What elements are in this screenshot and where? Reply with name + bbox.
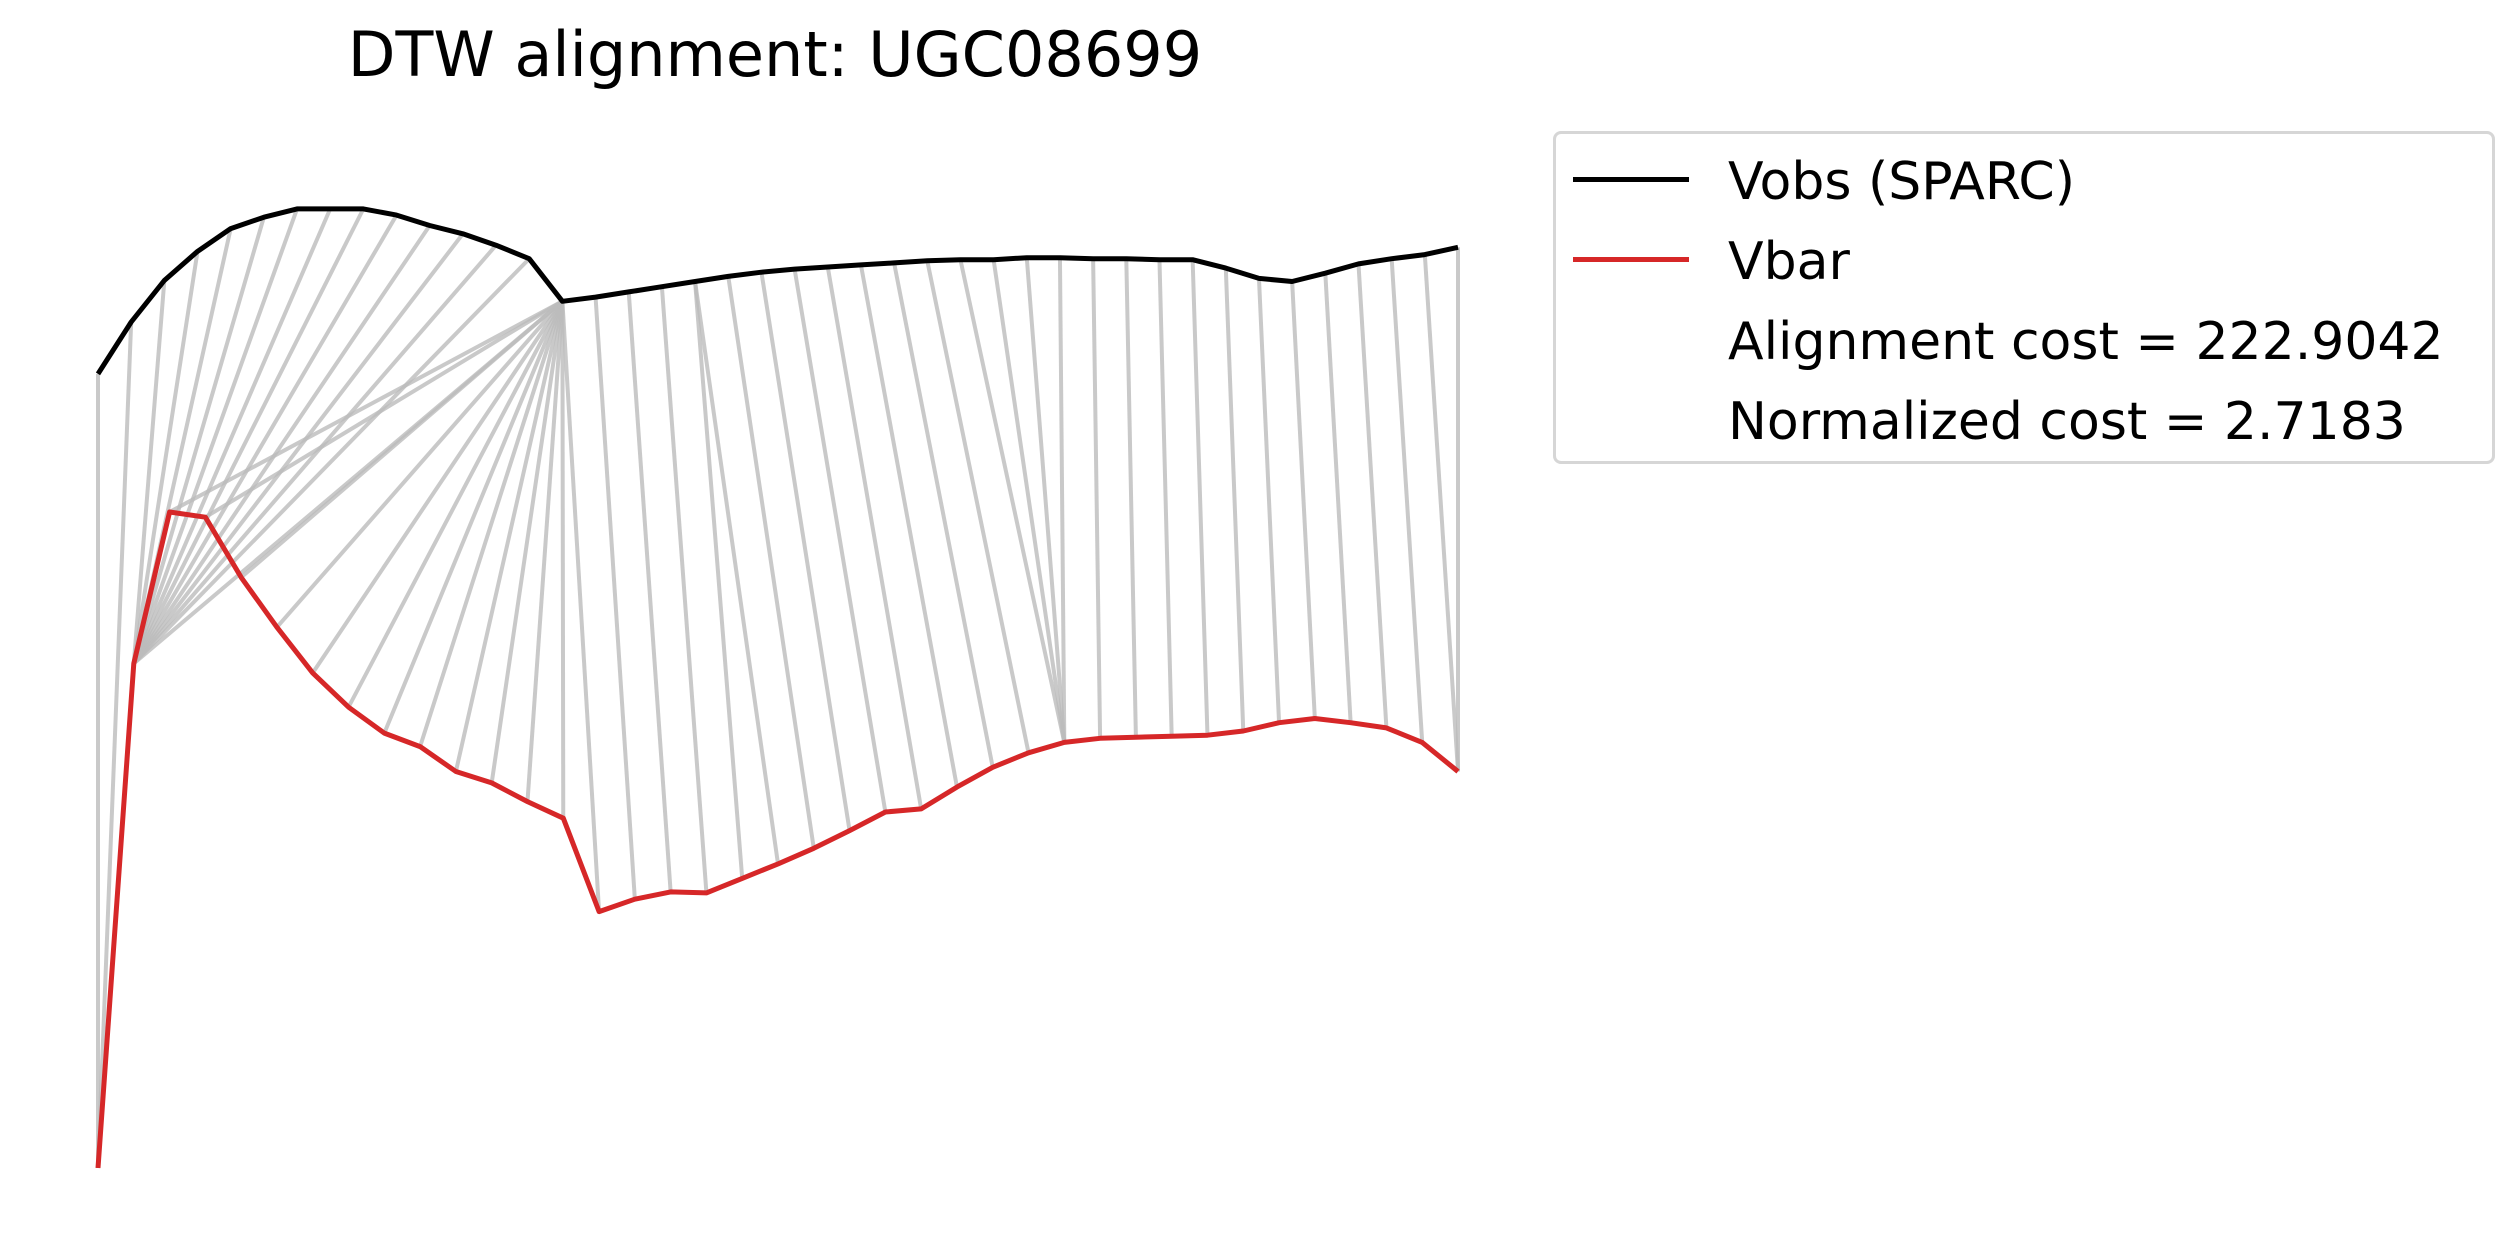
alignment-connector-7: [131, 208, 333, 665]
alignment-connector-25: [525, 301, 565, 802]
alignment-connector-13: [132, 257, 531, 665]
alignment-connector-28: [593, 296, 637, 900]
alignment-connector-43: [1057, 257, 1067, 743]
alignment-connector-12: [132, 243, 498, 665]
alignment-connector-33: [726, 276, 816, 849]
alignment-connector-18: [275, 299, 564, 629]
legend: Vobs (SPARC) Vbar Alignment cost = 222.9…: [1553, 131, 2495, 464]
legend-item-normalized-cost: Normalized cost = 2.7183: [1556, 384, 2492, 454]
chart-title: DTW alignment: UGC08699: [347, 18, 1203, 91]
legend-item-vbar: Vbar: [1556, 224, 2492, 294]
legend-label-vbar: Vbar: [1728, 232, 1850, 292]
alignment-connector-31: [693, 281, 745, 879]
alignment-connector-22: [418, 300, 565, 748]
alignment-connector-23: [453, 300, 565, 772]
alignment-connector-48: [1223, 267, 1246, 732]
alignment-connector-5: [131, 216, 266, 665]
alignment-connector-1: [96, 321, 134, 1169]
alignment-connector-39: [925, 260, 1031, 754]
alignment-connector-17: [239, 299, 564, 579]
alignment-connector-16: [204, 299, 564, 519]
alignment-connector-44: [1091, 258, 1103, 739]
alignment-connector-20: [346, 300, 565, 709]
alignment-connector-36: [825, 266, 924, 810]
alignment-connector-54: [1422, 254, 1460, 772]
alignment-connector-51: [1323, 273, 1353, 723]
legend-item-vobs: Vobs (SPARC): [1556, 144, 2492, 214]
alignment-connector-52: [1356, 263, 1389, 729]
alignment-connector-47: [1190, 259, 1210, 736]
alignment-connector-35: [792, 268, 888, 813]
alignment-connector-26: [560, 301, 566, 819]
alignment-connector-27: [560, 301, 602, 912]
series-lines: [95, 206, 1460, 1169]
alignment-connector-24: [489, 300, 565, 784]
legend-label-normalized-cost: Normalized cost = 2.7183: [1728, 392, 2406, 452]
alignment-connector-11: [132, 232, 465, 665]
alignment-connector-32: [693, 281, 780, 865]
alignment-connector-46: [1157, 259, 1174, 737]
alignment-connector-21: [382, 300, 565, 734]
alignment-connector-34: [759, 271, 852, 831]
legend-item-alignment-cost: Alignment cost = 222.9042: [1556, 304, 2492, 374]
alignment-connector-40: [958, 259, 1067, 743]
alignment-connector-50: [1290, 281, 1317, 719]
alignment-connector-30: [659, 286, 709, 894]
alignment-connector-38: [892, 262, 995, 768]
legend-label-alignment-cost: Alignment cost = 222.9042: [1728, 312, 2444, 372]
alignment-connector-53: [1389, 258, 1425, 743]
alignment-connectors: [96, 207, 1460, 1169]
alignment-connector-42: [1024, 257, 1067, 743]
alignment-connector-9: [132, 214, 399, 665]
alignment-connector-45: [1124, 258, 1138, 738]
alignment-connector-3: [131, 251, 200, 664]
legend-label-vobs: Vobs (SPARC): [1728, 152, 2076, 212]
alignment-connector-10: [132, 224, 432, 665]
alignment-connector-49: [1256, 278, 1282, 723]
alignment-connector-19: [311, 300, 565, 674]
alignment-connector-8: [132, 207, 366, 665]
series-line-vbar: [95, 509, 1460, 1169]
alignment-connector-41: [991, 259, 1067, 743]
alignment-connector-29: [626, 291, 673, 893]
alignment-connector-15: [168, 299, 564, 514]
legend-swatch-vbar: [1573, 257, 1689, 262]
series-line-vobs: [95, 206, 1459, 376]
alignment-connector-37: [858, 264, 959, 788]
alignment-connector-2: [131, 280, 167, 664]
alignment-connector-6: [131, 208, 299, 665]
legend-swatch-vobs: [1573, 177, 1689, 182]
